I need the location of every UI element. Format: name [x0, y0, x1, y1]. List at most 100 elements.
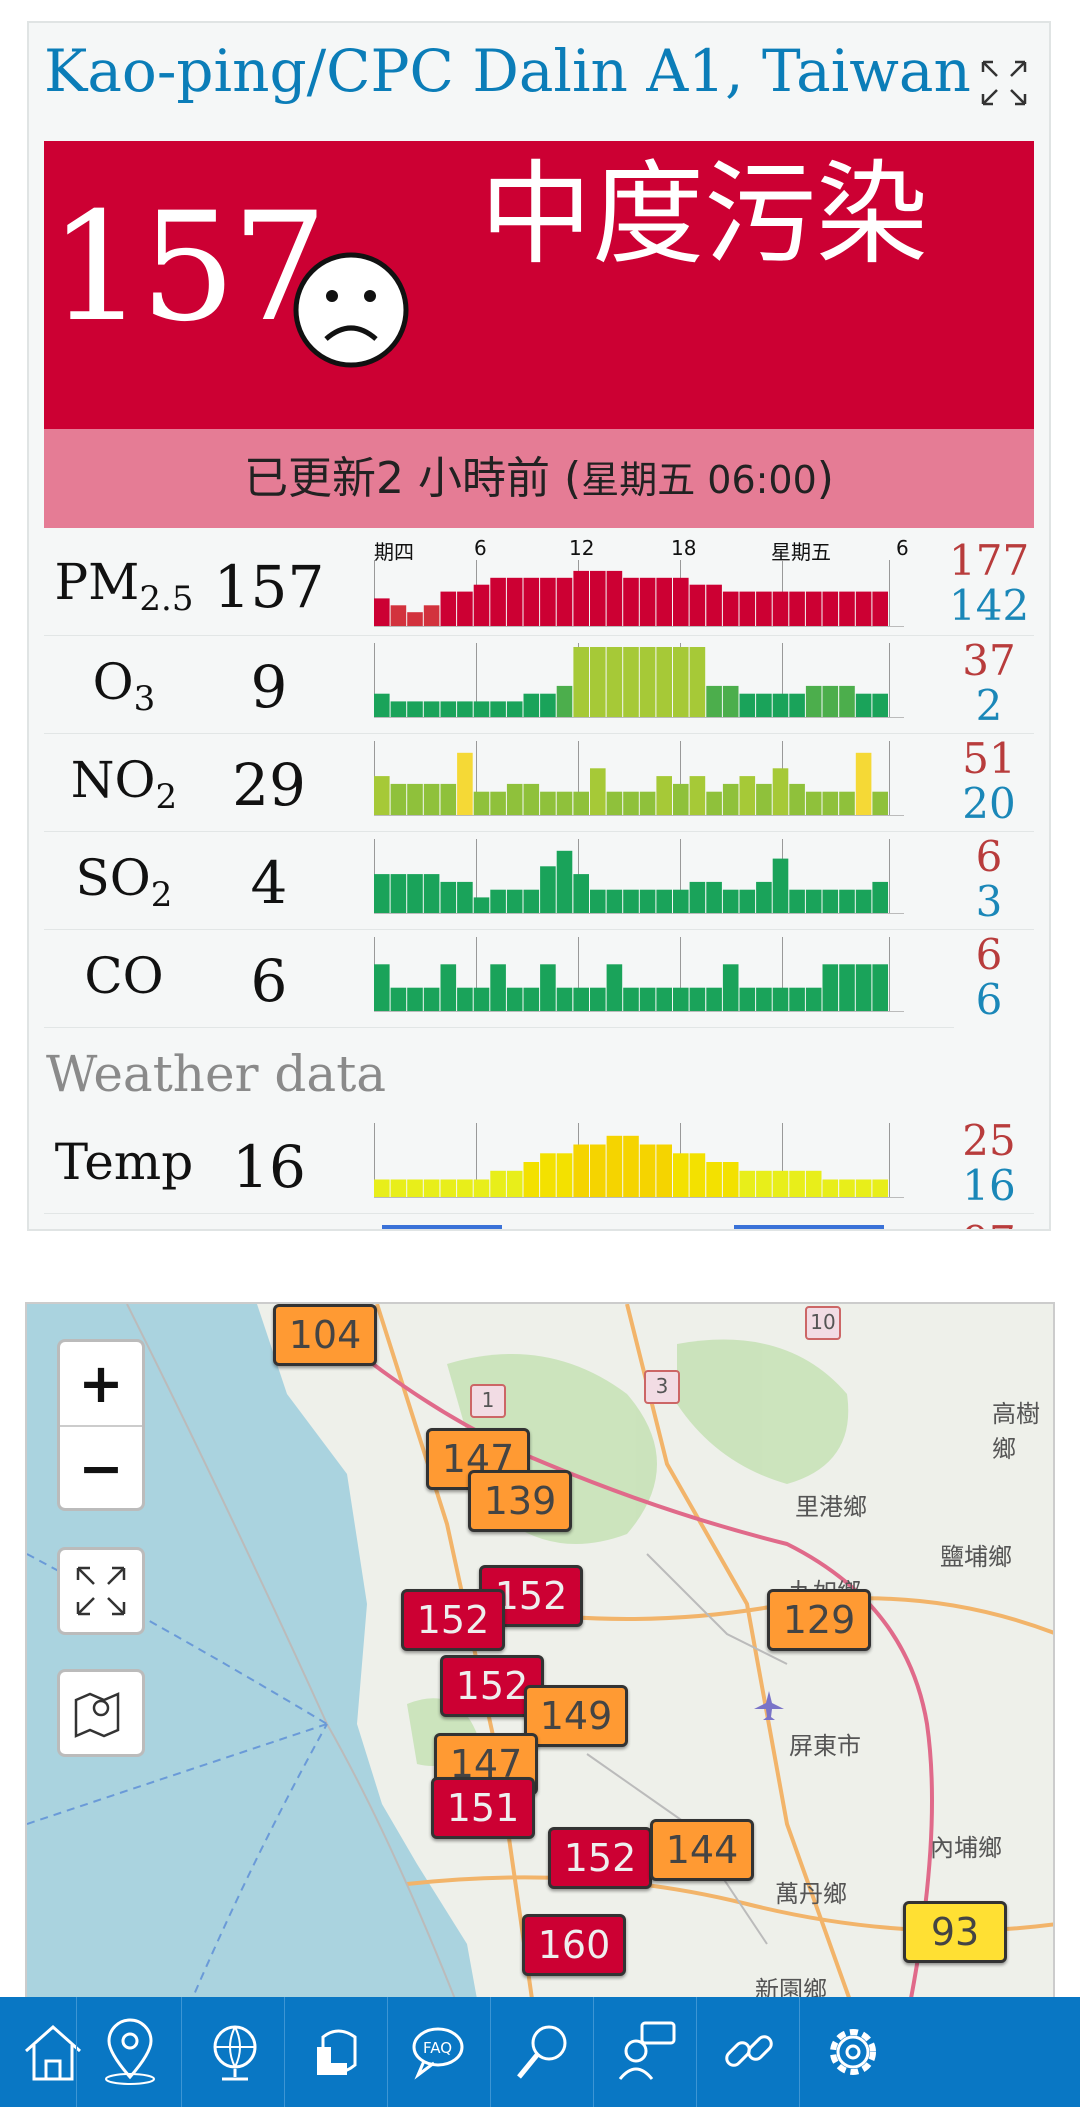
chart-bar: [855, 752, 872, 815]
nav-mask[interactable]: [284, 1997, 387, 2107]
chart-bar: [722, 1162, 739, 1197]
chart-bar: [556, 987, 573, 1011]
station-title[interactable]: Kao-ping/CPC Dalin A1, Taiwan: [44, 37, 971, 105]
pollutant-row-co[interactable]: CO 6 6 6: [44, 929, 1002, 1028]
chart-bar: [673, 889, 689, 913]
chart-bar: [706, 1162, 722, 1197]
chart-bar: [673, 577, 689, 626]
chart-bar: [772, 1170, 789, 1198]
map-layers-button[interactable]: [57, 1669, 145, 1757]
aqi-marker[interactable]: 152: [401, 1589, 505, 1651]
expand-icon[interactable]: [979, 58, 1029, 108]
chart-bar: [540, 791, 556, 815]
chart-bar: [839, 685, 855, 717]
aqi-marker[interactable]: 152: [548, 1827, 652, 1889]
weather-row-next[interactable]: 97: [44, 1213, 1034, 1229]
pollutant-chart: [374, 560, 904, 627]
place-label: 鹽埔鄉: [940, 1543, 1012, 1571]
aqi-marker[interactable]: 144: [650, 1819, 754, 1881]
timeline-label: 星期五: [771, 540, 831, 564]
map-layers-icon: [74, 1692, 120, 1738]
chart-bar: [756, 1170, 772, 1198]
aqi-marker[interactable]: 129: [767, 1589, 871, 1651]
chart-bar: [639, 647, 656, 717]
chart-bar: [706, 685, 722, 717]
chart-bar: [374, 874, 390, 913]
chart-bar: [390, 987, 407, 1011]
bottom-nav: FAQ: [0, 1997, 1080, 2107]
chart-bar: [590, 987, 606, 1011]
chart-bar: [556, 850, 573, 913]
chart-bar: [374, 693, 390, 717]
sad-face-icon: [293, 252, 409, 368]
chart-bar: [374, 1179, 390, 1197]
chart-bar: [606, 964, 623, 1011]
chart-bar: [855, 964, 872, 1011]
chart-bar: [639, 1144, 656, 1197]
place-label: 屏東市: [789, 1732, 861, 1760]
weather-row-temp[interactable]: Temp 16 25 16: [44, 1115, 1034, 1214]
chart-bar: [839, 591, 855, 626]
chart-bar: [623, 1135, 639, 1198]
pollutant-row-no2[interactable]: NO2 29 51 20: [44, 733, 1034, 832]
nav-faq[interactable]: FAQ: [387, 1997, 490, 2107]
zoom-in-button[interactable]: +: [60, 1342, 142, 1427]
timeline-label: 6: [474, 536, 487, 560]
chart-bar: [606, 570, 623, 626]
chart-bar: [506, 577, 523, 626]
aqi-marker[interactable]: 104: [273, 1304, 377, 1366]
pollutant-row-pm25[interactable]: PM2.5 157 177 142: [44, 535, 1034, 636]
nav-location[interactable]: [76, 1997, 181, 2107]
chart-bar: [639, 889, 656, 913]
chart-bar: [855, 591, 872, 626]
zoom-out-button[interactable]: −: [78, 1437, 124, 1500]
chart-bar: [739, 889, 756, 913]
chart-bar: [656, 889, 672, 913]
chart-bar: [822, 591, 839, 626]
map-fullscreen-button[interactable]: [57, 1547, 145, 1635]
chart-bar: [423, 987, 440, 1011]
nav-contact[interactable]: [593, 1997, 696, 2107]
chart-bar: [573, 874, 589, 913]
gear-icon: [830, 2029, 876, 2075]
chart-bar: [623, 987, 639, 1011]
chart-bar: [523, 987, 540, 1011]
chart-bar: [457, 987, 473, 1011]
aqi-marker[interactable]: 139: [468, 1470, 572, 1532]
aqi-marker[interactable]: 149: [524, 1685, 628, 1747]
chart-bar: [540, 577, 556, 626]
nav-links[interactable]: [696, 1997, 799, 2107]
chart-bar: [722, 685, 739, 717]
chart-bar: [656, 776, 672, 815]
nav-search[interactable]: [490, 1997, 593, 2107]
chart-bar: [756, 987, 772, 1011]
place-label: 里港鄉: [795, 1493, 867, 1521]
pollutant-row-o3[interactable]: O3 9 37 2: [44, 635, 1034, 734]
chart-bar: [822, 964, 839, 1011]
nav-settings[interactable]: [799, 1997, 1080, 2107]
pollutant-min: 3: [975, 877, 1003, 926]
aqi-marker[interactable]: 93: [903, 1901, 1007, 1963]
chart-bar: [772, 591, 789, 626]
timeline-labels: 期四 6 12 18 星期五 6: [374, 536, 934, 564]
nav-home[interactable]: [0, 1997, 103, 2107]
next-weather-chart-partial: [382, 1225, 884, 1229]
chart-bar: [457, 591, 473, 626]
chart-bar: [374, 964, 390, 1011]
pollutant-value: 29: [232, 751, 306, 819]
chart-bar: [556, 685, 573, 717]
pollutant-max: 37: [962, 636, 1016, 685]
chart-bar: [756, 591, 772, 626]
station-map[interactable]: + − 10 1 3 里港鄉 鹽埔鄉 九如鄉 屏東市 內埔鄉 萬丹鄉 新園鄉 高…: [25, 1302, 1055, 2107]
pollutant-row-so2[interactable]: SO2 4 6 3: [44, 831, 1034, 930]
chart-bar: [839, 791, 855, 815]
place-label: 高樹鄉: [992, 1400, 1040, 1463]
nav-world[interactable]: [181, 1997, 284, 2107]
chart-bar: [573, 987, 589, 1011]
chart-bar: [423, 783, 440, 815]
chart-bar: [590, 1144, 606, 1197]
aqi-marker[interactable]: 151: [431, 1777, 535, 1839]
chart-bar: [722, 964, 739, 1011]
aqi-marker[interactable]: 160: [522, 1914, 626, 1976]
chart-bar: [689, 584, 706, 626]
